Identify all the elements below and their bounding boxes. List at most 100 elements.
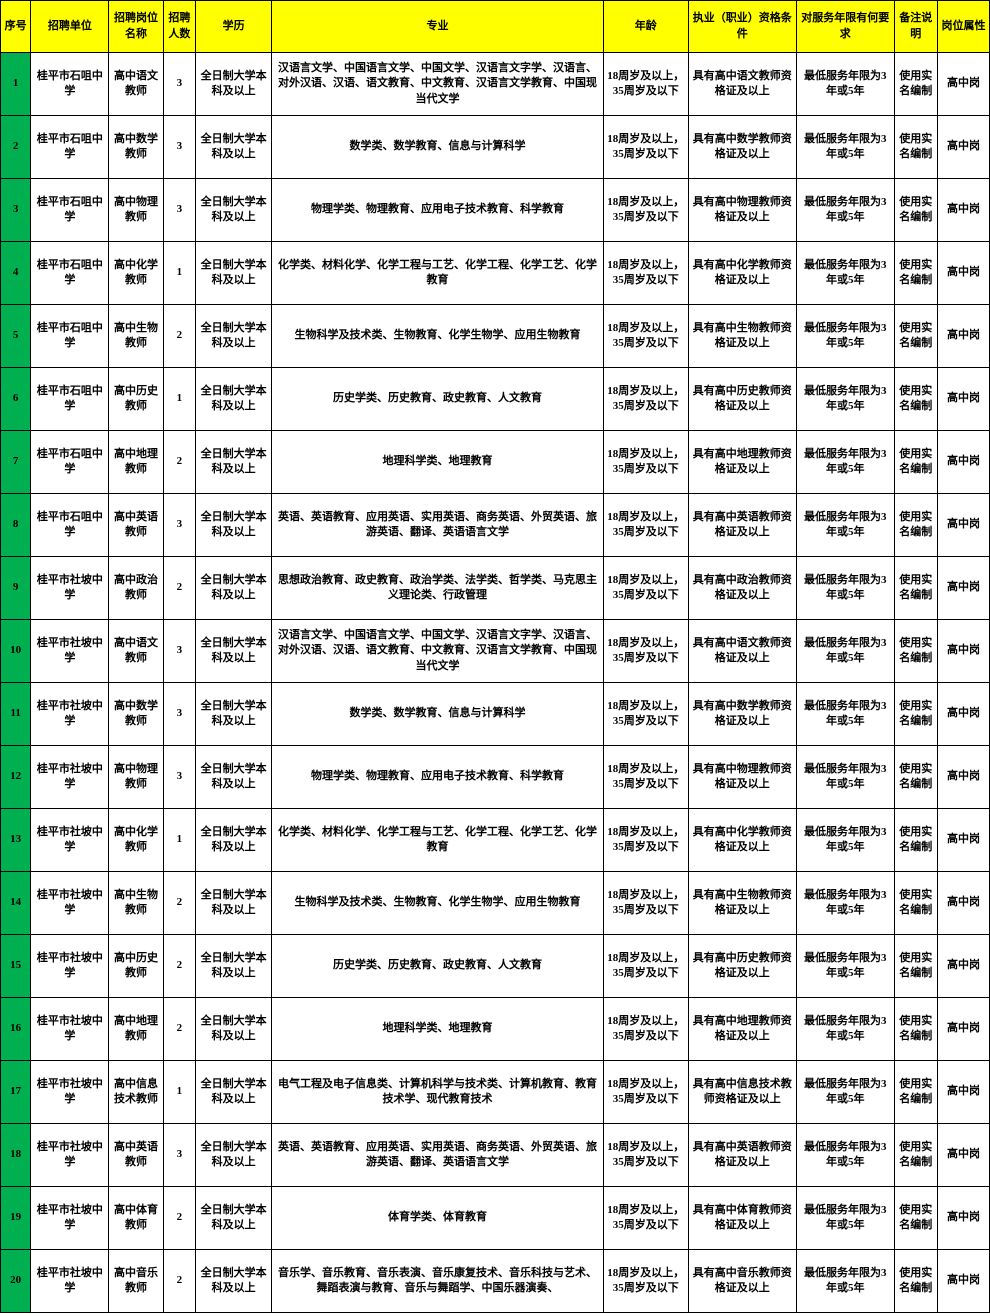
cell-edu: 全日制大学本科及以上 [196, 620, 272, 683]
cell-serv: 最低服务年限为3年或5年 [796, 935, 894, 998]
cell-count: 3 [163, 53, 196, 116]
cell-age: 18周岁及以上，35周岁及以下 [603, 935, 688, 998]
cell-age: 18周岁及以上，35周岁及以下 [603, 872, 688, 935]
table-row: 7桂平市石咀中学高中地理教师2全日制大学本科及以上地理科学类、地理教育18周岁及… [1, 431, 990, 494]
cell-age: 18周岁及以上，35周岁及以下 [603, 494, 688, 557]
cell-attr: 高中岗 [937, 1250, 989, 1313]
cell-remark: 使用实名编制 [894, 368, 937, 431]
cell-seq: 1 [1, 53, 31, 116]
cell-major: 音乐学、音乐教育、音乐表演、音乐康复技术、音乐科技与艺术、舞蹈表演与教育、音乐与… [272, 1250, 604, 1313]
cell-count: 3 [163, 1124, 196, 1187]
cell-pos: 高中物理教师 [109, 746, 163, 809]
cell-count: 2 [163, 935, 196, 998]
cell-unit: 桂平市社坡中学 [31, 1124, 109, 1187]
cell-seq: 17 [1, 1061, 31, 1124]
cell-unit: 桂平市石咀中学 [31, 242, 109, 305]
cell-remark: 使用实名编制 [894, 935, 937, 998]
cell-qual: 具有高中语文教师资格证及以上 [688, 620, 796, 683]
cell-unit: 桂平市社坡中学 [31, 998, 109, 1061]
table-row: 5桂平市石咀中学高中生物教师2全日制大学本科及以上生物科学及技术类、生物教育、化… [1, 305, 990, 368]
cell-unit: 桂平市社坡中学 [31, 1250, 109, 1313]
cell-seq: 13 [1, 809, 31, 872]
recruitment-table: 序号 招聘单位 招聘岗位名称 招聘人数 学历 专业 年龄 执业（职业）资格条件 … [0, 0, 990, 1313]
cell-remark: 使用实名编制 [894, 116, 937, 179]
cell-major: 英语、英语教育、应用英语、实用英语、商务英语、外贸英语、旅游英语、翻译、英语语言… [272, 494, 604, 557]
table-header: 序号 招聘单位 招聘岗位名称 招聘人数 学历 专业 年龄 执业（职业）资格条件 … [1, 1, 990, 53]
cell-qual: 具有高中物理教师资格证及以上 [688, 746, 796, 809]
cell-edu: 全日制大学本科及以上 [196, 494, 272, 557]
cell-unit: 桂平市社坡中学 [31, 746, 109, 809]
cell-remark: 使用实名编制 [894, 1187, 937, 1250]
cell-attr: 高中岗 [937, 494, 989, 557]
cell-remark: 使用实名编制 [894, 494, 937, 557]
cell-unit: 桂平市社坡中学 [31, 620, 109, 683]
cell-serv: 最低服务年限为3年或5年 [796, 494, 894, 557]
table-row: 6桂平市石咀中学高中历史教师1全日制大学本科及以上历史学类、历史教育、政史教育、… [1, 368, 990, 431]
cell-seq: 9 [1, 557, 31, 620]
cell-qual: 具有高中化学教师资格证及以上 [688, 809, 796, 872]
cell-attr: 高中岗 [937, 305, 989, 368]
cell-remark: 使用实名编制 [894, 809, 937, 872]
cell-pos: 高中地理教师 [109, 998, 163, 1061]
cell-count: 1 [163, 809, 196, 872]
cell-major: 生物科学及技术类、生物教育、化学生物学、应用生物教育 [272, 872, 604, 935]
cell-qual: 具有高中数学教师资格证及以上 [688, 116, 796, 179]
cell-attr: 高中岗 [937, 179, 989, 242]
cell-count: 1 [163, 242, 196, 305]
cell-count: 2 [163, 431, 196, 494]
cell-pos: 高中化学教师 [109, 242, 163, 305]
col-attr: 岗位属性 [937, 1, 989, 53]
cell-unit: 桂平市社坡中学 [31, 872, 109, 935]
cell-attr: 高中岗 [937, 1124, 989, 1187]
cell-edu: 全日制大学本科及以上 [196, 683, 272, 746]
cell-major: 化学类、材料化学、化学工程与工艺、化学工程、化学工艺、化学教育 [272, 242, 604, 305]
cell-edu: 全日制大学本科及以上 [196, 368, 272, 431]
cell-count: 3 [163, 620, 196, 683]
cell-serv: 最低服务年限为3年或5年 [796, 620, 894, 683]
cell-serv: 最低服务年限为3年或5年 [796, 305, 894, 368]
cell-count: 2 [163, 305, 196, 368]
col-unit: 招聘单位 [31, 1, 109, 53]
cell-qual: 具有高中历史教师资格证及以上 [688, 368, 796, 431]
cell-qual: 具有高中音乐教师资格证及以上 [688, 1250, 796, 1313]
table-row: 9桂平市社坡中学高中政治教师2全日制大学本科及以上思想政治教育、政史教育、政治学… [1, 557, 990, 620]
cell-remark: 使用实名编制 [894, 305, 937, 368]
cell-major: 物理学类、物理教育、应用电子技术教育、科学教育 [272, 179, 604, 242]
cell-major: 电气工程及电子信息类、计算机科学与技术类、计算机教育、教育技术学、现代教育技术 [272, 1061, 604, 1124]
cell-remark: 使用实名编制 [894, 620, 937, 683]
col-pos: 招聘岗位名称 [109, 1, 163, 53]
cell-seq: 12 [1, 746, 31, 809]
cell-pos: 高中英语教师 [109, 1124, 163, 1187]
cell-age: 18周岁及以上，35周岁及以下 [603, 746, 688, 809]
cell-serv: 最低服务年限为3年或5年 [796, 557, 894, 620]
cell-count: 2 [163, 998, 196, 1061]
table-row: 3桂平市石咀中学高中物理教师3全日制大学本科及以上物理学类、物理教育、应用电子技… [1, 179, 990, 242]
cell-major: 汉语言文学、中国语言文学、中国文学、汉语言文字学、汉语言、对外汉语、汉语、语文教… [272, 53, 604, 116]
cell-age: 18周岁及以上，35周岁及以下 [603, 242, 688, 305]
cell-age: 18周岁及以上，35周岁及以下 [603, 809, 688, 872]
cell-unit: 桂平市石咀中学 [31, 179, 109, 242]
col-remark: 备注说明 [894, 1, 937, 53]
cell-unit: 桂平市石咀中学 [31, 494, 109, 557]
cell-edu: 全日制大学本科及以上 [196, 179, 272, 242]
cell-attr: 高中岗 [937, 872, 989, 935]
cell-seq: 16 [1, 998, 31, 1061]
cell-attr: 高中岗 [937, 620, 989, 683]
cell-age: 18周岁及以上，35周岁及以下 [603, 179, 688, 242]
cell-edu: 全日制大学本科及以上 [196, 116, 272, 179]
cell-unit: 桂平市石咀中学 [31, 116, 109, 179]
cell-attr: 高中岗 [937, 809, 989, 872]
cell-unit: 桂平市社坡中学 [31, 683, 109, 746]
cell-age: 18周岁及以上，35周岁及以下 [603, 53, 688, 116]
cell-major: 地理科学类、地理教育 [272, 431, 604, 494]
cell-major: 数学类、数学教育、信息与计算科学 [272, 683, 604, 746]
col-count: 招聘人数 [163, 1, 196, 53]
cell-pos: 高中政治教师 [109, 557, 163, 620]
cell-major: 思想政治教育、政史教育、政治学类、法学类、哲学类、马克思主义理论类、行政管理 [272, 557, 604, 620]
cell-seq: 2 [1, 116, 31, 179]
cell-pos: 高中英语教师 [109, 494, 163, 557]
cell-count: 1 [163, 368, 196, 431]
cell-unit: 桂平市社坡中学 [31, 1061, 109, 1124]
cell-attr: 高中岗 [937, 935, 989, 998]
cell-pos: 高中数学教师 [109, 683, 163, 746]
